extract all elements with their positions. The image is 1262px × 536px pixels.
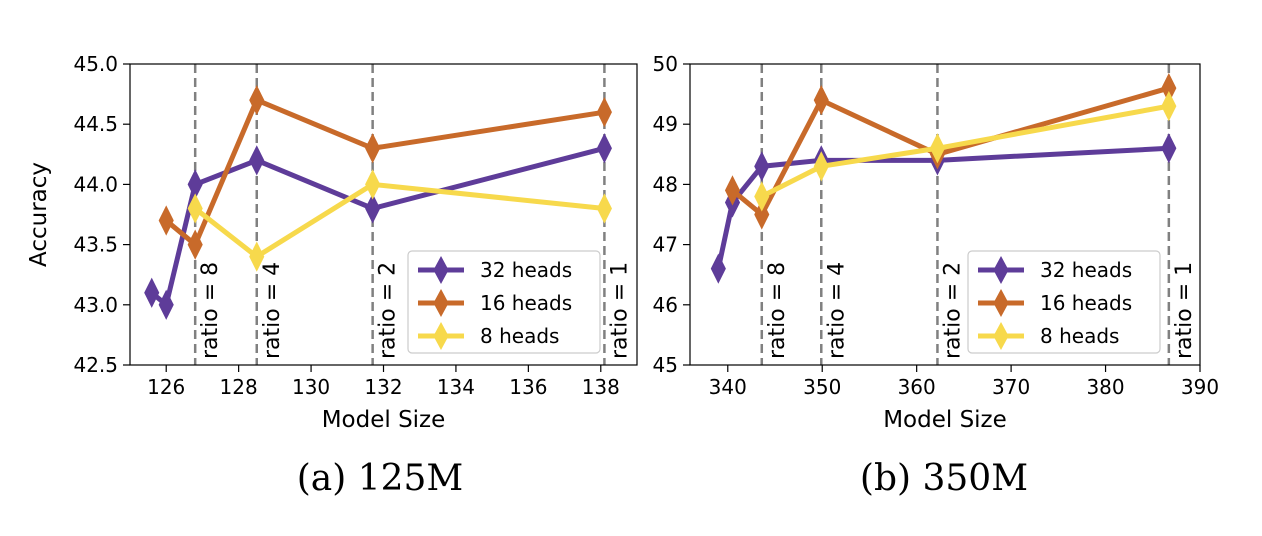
y-tick-label: 46 — [653, 293, 678, 317]
series-line — [715, 145, 1169, 270]
data-point — [249, 85, 265, 116]
legend-marker — [993, 321, 1009, 351]
data-point — [596, 97, 612, 128]
legend-marker — [433, 321, 449, 351]
data-point — [158, 289, 174, 320]
legend-label: 16 heads — [1040, 291, 1132, 315]
legend-marker — [993, 288, 1009, 318]
ratio-label: ratio = 2 — [940, 262, 965, 359]
data-point — [158, 205, 174, 236]
data-point — [187, 229, 203, 260]
y-axis-label: Accuracy — [26, 162, 52, 267]
x-tick-label: 350 — [803, 375, 841, 399]
data-point — [929, 133, 946, 164]
legend: 32 heads 16 heads 8 heads — [967, 250, 1161, 354]
data-point — [596, 193, 612, 224]
y-tick-label: 43.5 — [73, 233, 118, 257]
y-tick-label: 50 — [653, 52, 678, 76]
series-line — [193, 181, 605, 260]
chart-panel-a: ratio = 8 ratio = 4 ratio = 2 ratio = 1 126 1… — [26, 52, 638, 499]
y-tick-label: 49 — [653, 112, 678, 136]
data-point — [1161, 91, 1177, 122]
ratio-label: ratio = 4 — [260, 262, 285, 359]
ratio-label: ratio = 1 — [607, 262, 632, 359]
ratio-label: ratio = 2 — [376, 262, 401, 359]
data-point — [249, 241, 265, 272]
ratio-label: ratio = 1 — [1172, 262, 1197, 359]
y-tick-label: 47 — [653, 233, 678, 257]
y-tick-label: 44.0 — [73, 172, 118, 196]
x-tick-label: 136 — [509, 375, 547, 399]
legend-marker — [433, 255, 449, 285]
legend-label: 8 heads — [1040, 324, 1119, 348]
x-tick-label: 360 — [898, 375, 936, 399]
data-point — [724, 175, 741, 206]
data-point — [754, 151, 770, 182]
x-tick-label: 130 — [292, 375, 330, 399]
data-point — [813, 85, 829, 116]
legend-label: 16 heads — [480, 291, 572, 315]
series-line — [760, 103, 1170, 199]
y-tick-label: 43.0 — [73, 293, 118, 317]
legend-label: 32 heads — [480, 258, 572, 282]
legend-marker — [993, 255, 1009, 285]
legend: 32 heads 16 heads 8 heads — [407, 250, 601, 354]
data-point — [365, 193, 381, 224]
figure-caption: (a) 125M — [297, 458, 464, 499]
x-axis-label: Model Size — [883, 407, 1007, 433]
data-point — [710, 253, 726, 284]
legend-box — [407, 250, 601, 354]
x-tick-label: 134 — [437, 375, 475, 399]
x-tick-label: 126 — [147, 375, 185, 399]
x-tick-label: 138 — [582, 375, 620, 399]
y-tick-label: 42.5 — [73, 353, 118, 377]
data-point — [754, 199, 770, 230]
x-tick-label: 132 — [364, 375, 402, 399]
y-tick-label: 44.5 — [73, 112, 118, 136]
x-tick-label: 390 — [1181, 375, 1219, 399]
x-tick-label: 370 — [992, 375, 1030, 399]
data-point — [754, 181, 770, 212]
figure-caption: (b) 350M — [860, 458, 1028, 499]
legend-box — [967, 250, 1161, 354]
chart-panel-b: ratio = 8 ratio = 4 ratio = 2 ratio = 1 340 3… — [653, 52, 1220, 499]
data-point — [365, 169, 381, 200]
ratio-label: ratio = 8 — [765, 262, 790, 359]
x-tick-label: 380 — [1086, 375, 1124, 399]
ratio-label: ratio = 4 — [824, 262, 849, 359]
legend-label: 8 heads — [480, 324, 559, 348]
plot-frame — [689, 63, 1201, 366]
x-tick-label: 340 — [709, 375, 747, 399]
x-axis-label: Model Size — [322, 407, 446, 433]
ratio-label: ratio = 8 — [198, 262, 223, 359]
data-point — [596, 133, 612, 164]
data-point — [365, 133, 381, 164]
legend-label: 32 heads — [1040, 258, 1132, 282]
data-point — [813, 151, 829, 182]
data-point — [144, 277, 160, 308]
y-tick-label: 45 — [653, 353, 678, 377]
legend-marker — [433, 288, 449, 318]
data-point — [249, 145, 265, 176]
x-tick-label: 128 — [220, 375, 258, 399]
data-point — [1161, 133, 1177, 164]
y-tick-label: 48 — [653, 172, 678, 196]
y-tick-label: 45.0 — [73, 52, 118, 76]
data-point — [187, 193, 203, 224]
